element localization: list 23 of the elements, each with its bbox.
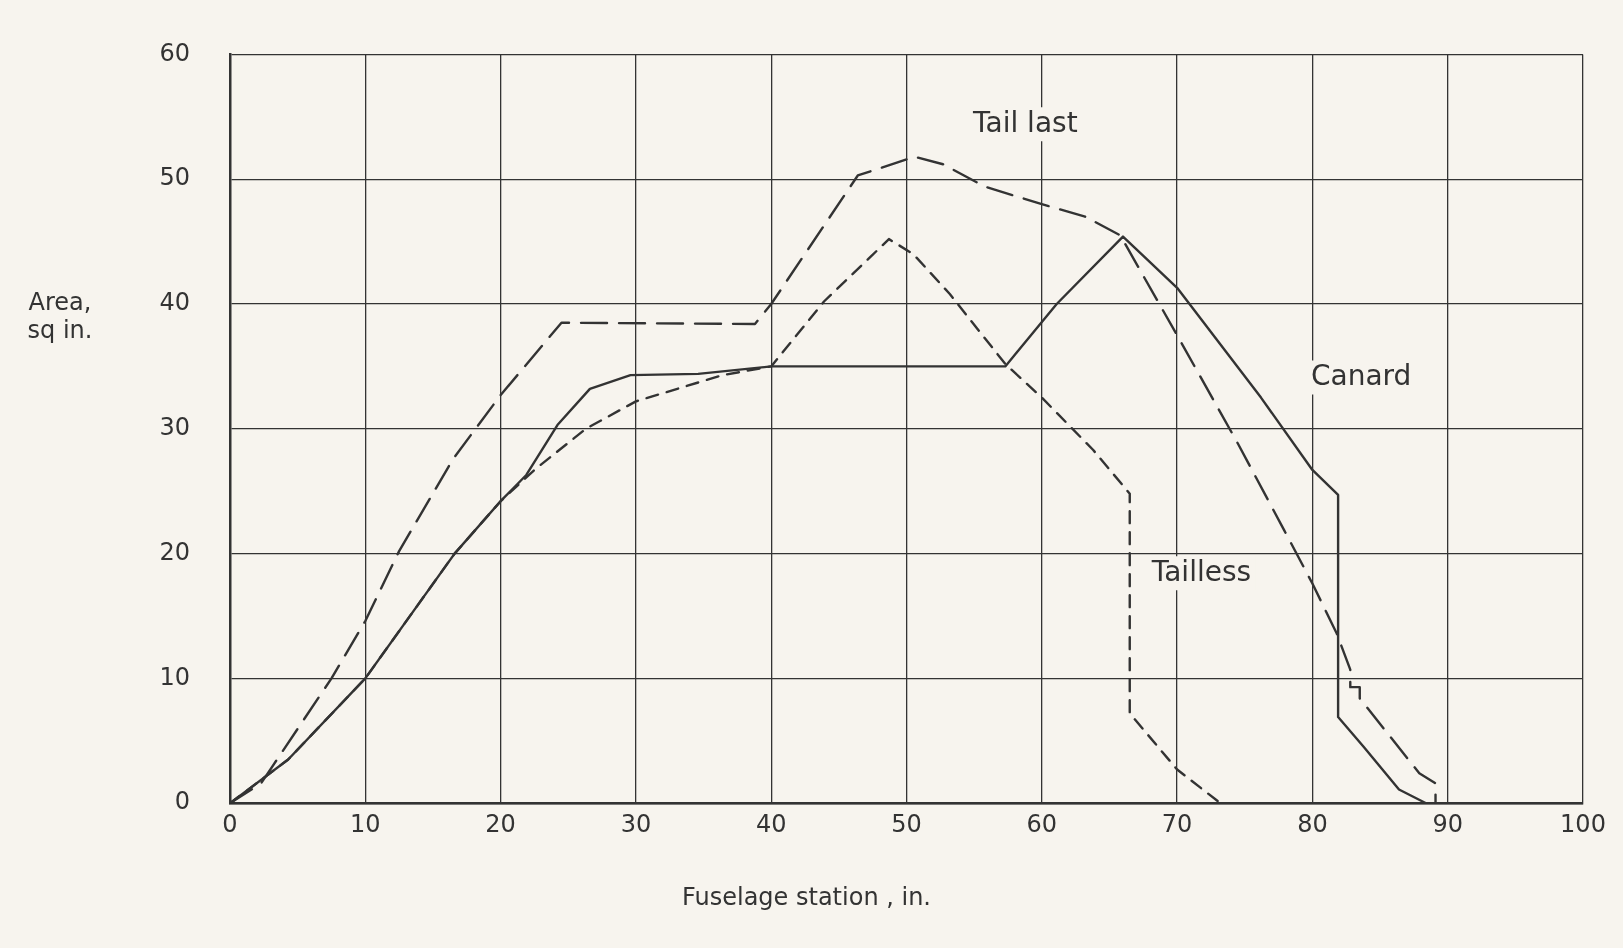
series-label: Tail last <box>972 105 1078 139</box>
series-label: Tailless <box>1150 554 1252 588</box>
x-tick-label: 0 <box>222 809 238 838</box>
y-tick-label: 30 <box>159 413 190 442</box>
x-tick-label: 70 <box>1161 809 1193 838</box>
series-label: Canard <box>1310 358 1412 392</box>
x-tick-label: 60 <box>1026 809 1058 838</box>
x-tick-label: 90 <box>1432 809 1463 838</box>
x-tick-label: 30 <box>620 809 652 838</box>
x-tick-label: 20 <box>485 809 516 838</box>
x-tick-label: 80 <box>1297 809 1328 838</box>
x-tick-label: 50 <box>891 809 922 838</box>
y-axis-title: Area, sq in. <box>27 288 93 345</box>
x-tick-label: 40 <box>755 809 787 838</box>
y-tick-label: 20 <box>159 537 190 566</box>
y-tick-label: 40 <box>159 288 190 317</box>
x-tick-label: 10 <box>350 809 381 838</box>
y-tick-label: 10 <box>159 662 190 691</box>
x-tick-label: 100 <box>1560 809 1606 838</box>
y-tick-label: 50 <box>159 163 190 192</box>
y-tick-label: 60 <box>159 38 190 67</box>
y-tick-label: 0 <box>174 787 190 816</box>
x-axis-title: Fuselage station , in. <box>682 883 931 912</box>
